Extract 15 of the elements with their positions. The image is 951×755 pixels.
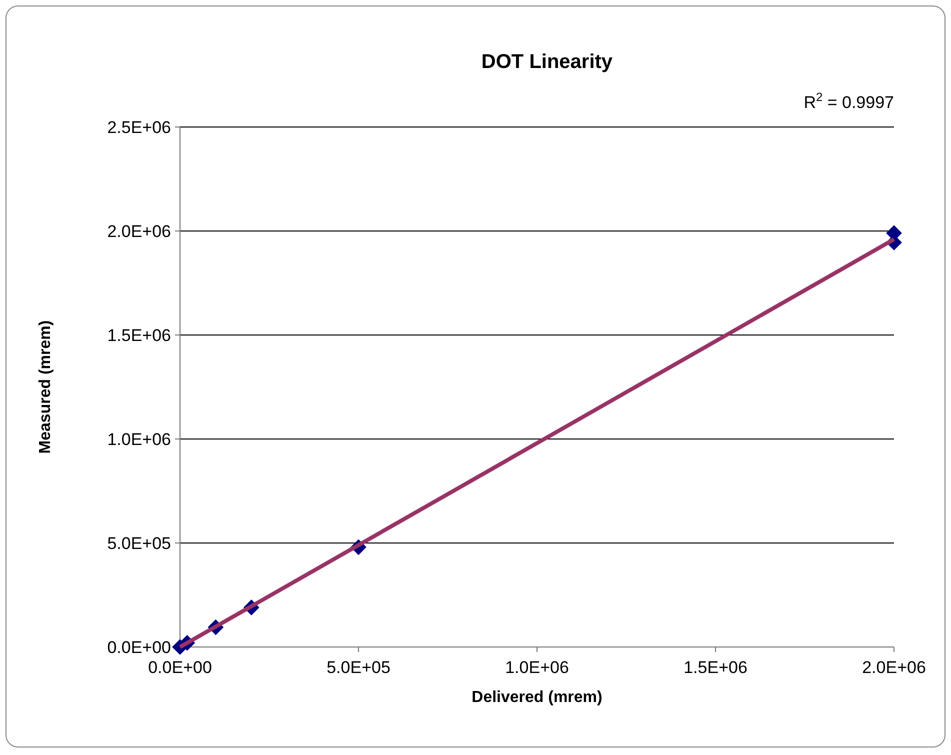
y-tick-label: 2.0E+06 xyxy=(107,222,171,241)
x-tick-label: 5.0E+05 xyxy=(326,658,390,677)
y-tick-label: 0.0E+00 xyxy=(107,638,171,657)
chart-title: DOT Linearity xyxy=(481,51,614,73)
x-tick-label: 1.0E+06 xyxy=(505,658,569,677)
x-tick-label: 0.0E+00 xyxy=(148,658,212,677)
y-tick-label: 1.0E+06 xyxy=(107,430,171,449)
text: R$^{2}$ = 0.9997 xyxy=(804,90,894,112)
y-tick-label: 2.5E+06 xyxy=(107,118,171,137)
x-axis-title: Delivered (mrem) xyxy=(472,689,602,706)
y-tick-label: 1.5E+06 xyxy=(107,326,171,345)
x-tick-label: 2.0E+06 xyxy=(862,658,926,677)
y-tick-label: 5.0E+05 xyxy=(107,534,171,553)
x-tick-label: 1.5E+06 xyxy=(684,658,748,677)
y-axis-title: Measured (mrem) xyxy=(37,320,54,454)
